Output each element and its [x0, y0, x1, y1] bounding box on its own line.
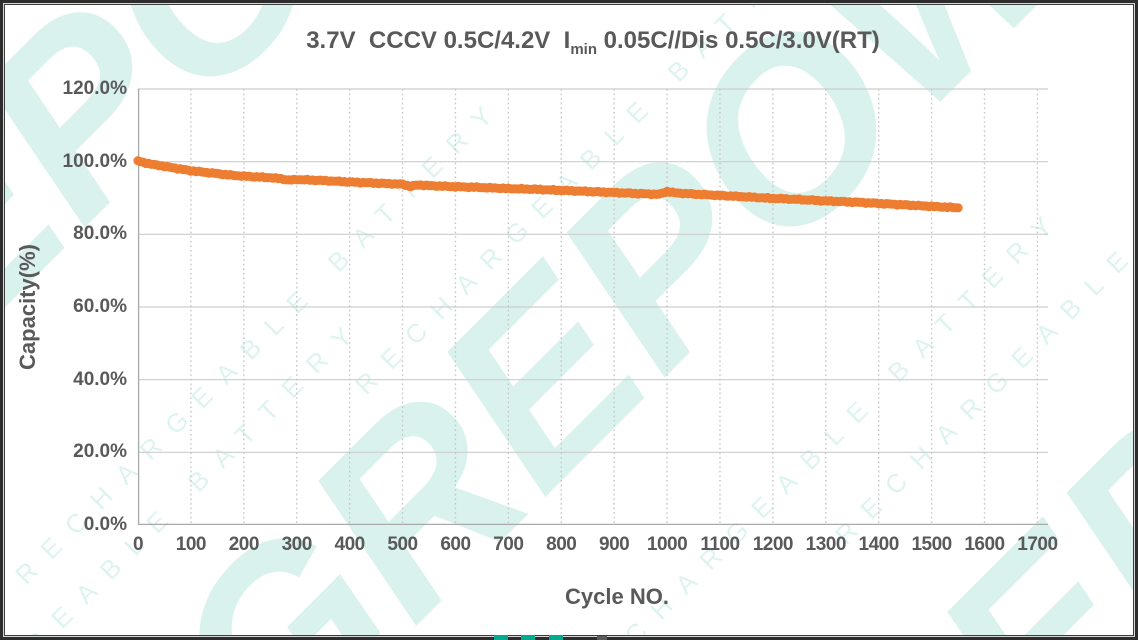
logo-fragment-dash — [549, 635, 563, 640]
x-tick-label: 900 — [599, 534, 630, 555]
x-tick-label: 0 — [132, 534, 144, 555]
logo-fragment-dash — [521, 635, 535, 640]
y-tick-label: 120.0% — [62, 78, 127, 99]
data-point — [953, 203, 963, 213]
x-tick-label: 300 — [281, 534, 313, 555]
x-tick-label: 800 — [546, 534, 577, 555]
x-tick-label: 100 — [175, 534, 207, 555]
x-tick-label: 1500 — [911, 534, 952, 555]
chart-title-main: 3.7V CCCV 0.5C/4.2V I — [306, 27, 571, 54]
x-axis-title: Cycle NO. — [565, 584, 669, 609]
chart-title: 3.7V CCCV 0.5C/4.2V Imin 0.05C//Dis 0.5C… — [138, 27, 1048, 58]
chart-title-tail: 0.05C//Dis 0.5C/3.0V(RT) — [597, 27, 880, 54]
x-tick-label: 400 — [334, 534, 366, 555]
y-tick-label: 40.0% — [73, 368, 127, 390]
y-tick-label: 0.0% — [83, 514, 127, 535]
x-tick-label: 500 — [387, 534, 418, 555]
x-tick-label: 1700 — [1017, 534, 1058, 555]
y-tick-label: 60.0% — [73, 296, 127, 317]
x-tick-label: 1200 — [752, 534, 794, 555]
x-tick-label: 700 — [493, 534, 524, 555]
chart-title-subscript: min — [570, 40, 597, 58]
plot-area — [133, 88, 1048, 526]
x-tick-label: 1600 — [964, 534, 1005, 555]
x-tick-label: 1000 — [646, 534, 688, 555]
logo-fragment-dash — [597, 636, 607, 640]
y-tick-label: 100.0% — [62, 150, 127, 172]
y-tick-label: 20.0% — [73, 441, 127, 463]
logo-fragment-dash — [494, 635, 508, 640]
x-tick-label: 1300 — [805, 534, 847, 555]
y-tick-label: 80.0% — [73, 223, 127, 245]
x-tick-label: 1100 — [700, 534, 740, 555]
x-tick-label: 600 — [440, 534, 471, 555]
x-tick-label: 1400 — [858, 534, 900, 555]
x-tick-label: 200 — [228, 534, 260, 555]
